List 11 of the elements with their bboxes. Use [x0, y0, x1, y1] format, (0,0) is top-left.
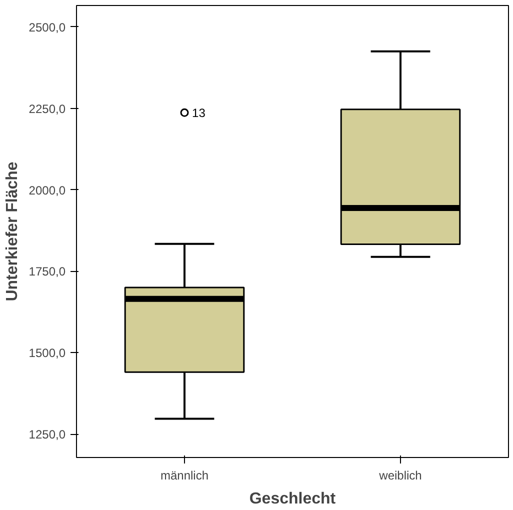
annotation: 13: [192, 106, 206, 120]
y-tick-label: 2000,0: [28, 183, 66, 198]
y-tick-label: 1750,0: [28, 264, 66, 279]
x-axis-title: Geschlecht: [249, 490, 336, 508]
y-tick-label: 2500,0: [28, 20, 66, 34]
y-tick-label: 2250,0: [28, 102, 66, 116]
x-tick-label: männlich: [160, 468, 209, 482]
x-tick-label: weiblich: [378, 468, 422, 482]
y-tick-label: 1250,0: [28, 428, 66, 442]
y-axis-title: Unterkiefer Fläche: [4, 162, 21, 302]
y-tick-label: 1500,0: [28, 346, 66, 360]
